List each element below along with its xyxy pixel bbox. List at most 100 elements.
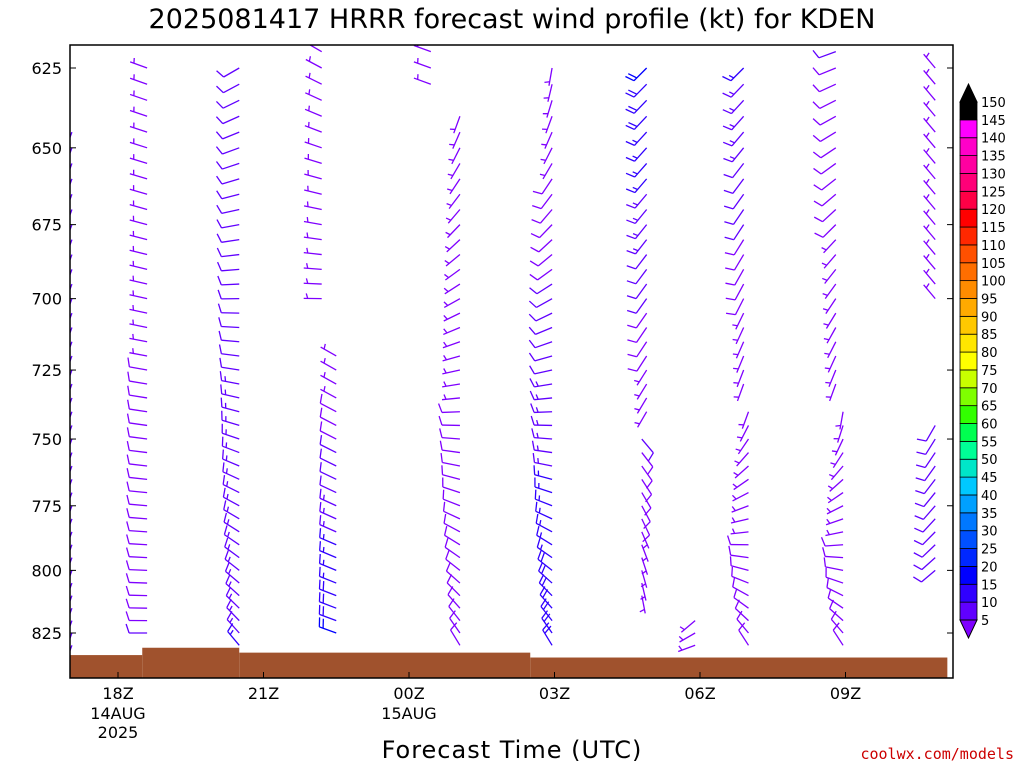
barb-shaft: [129, 141, 148, 149]
barb-half-flag: [732, 483, 738, 488]
barb-shaft: [451, 147, 461, 165]
barb-shaft: [542, 163, 553, 180]
barb-flag: [220, 384, 223, 394]
barb-half-flag: [821, 262, 827, 266]
barb-shaft: [442, 461, 461, 467]
barb-half-flag: [447, 188, 453, 192]
colorbar-label: 70: [981, 382, 998, 397]
credit-link[interactable]: coolwx.com/models: [860, 745, 1014, 763]
barb-flag: [528, 300, 537, 308]
barb-flag: [813, 200, 823, 207]
barb-shaft: [320, 388, 337, 399]
barb-half-flag: [448, 158, 454, 161]
barb-shaft: [731, 115, 745, 131]
barb-flag: [532, 190, 543, 195]
barb-shaft: [821, 178, 837, 191]
barb-shaft: [829, 608, 844, 622]
wind-barb: [70, 620, 73, 628]
wind-barb: [725, 283, 745, 301]
wind-barb: [447, 586, 461, 609]
wind-barb: [70, 570, 73, 578]
barb-shaft: [70, 632, 73, 641]
wind-barb: [729, 556, 749, 572]
barb-shaft: [641, 452, 654, 468]
wind-barb: [633, 369, 648, 386]
wind-barb: [913, 544, 936, 558]
barb-shaft: [225, 583, 240, 597]
wind-barb: [626, 224, 648, 240]
barb-flag: [531, 219, 541, 224]
barb-half-flag: [443, 355, 448, 361]
barb-shaft: [221, 366, 240, 371]
barb-shaft: [447, 224, 461, 239]
barb-shaft: [539, 209, 553, 224]
barb-shaft: [442, 498, 461, 507]
barb-flag: [626, 203, 636, 209]
wind-barb: [215, 161, 240, 170]
barb-flag: [319, 515, 322, 525]
colorbar-segment: [959, 101, 978, 121]
barb-flag: [125, 611, 130, 621]
barb-flag: [223, 500, 227, 510]
barb-flag: [738, 622, 746, 631]
wind-barb: [439, 428, 460, 440]
wind-barb: [641, 531, 650, 549]
colorbar-label: 85: [981, 328, 998, 343]
barb-flag: [216, 175, 223, 185]
y-tick-label: 800: [31, 561, 62, 580]
barb-column: [413, 45, 432, 85]
barb-flag: [218, 317, 222, 327]
barb-flag: [626, 265, 636, 270]
barb-shaft: [70, 595, 73, 603]
barb-flag: [915, 489, 925, 495]
x-tick-label: 03Z: [539, 684, 570, 703]
wind-barb: [70, 411, 73, 419]
barb-shaft: [680, 620, 696, 633]
wind-barb: [724, 239, 745, 256]
barb-half-flag: [443, 394, 447, 400]
barb-column: [913, 425, 936, 583]
barb-half-flag: [733, 367, 739, 370]
barb-flag: [542, 622, 550, 631]
wind-barb: [320, 343, 337, 357]
barb-shaft: [637, 411, 648, 428]
plot-inner: [70, 45, 948, 678]
wind-barb: [70, 341, 73, 349]
wind-barb: [442, 477, 461, 494]
wind-barb: [129, 215, 148, 226]
wind-barb: [733, 369, 745, 388]
wind-barb: [812, 49, 837, 59]
barb-shaft: [446, 570, 461, 584]
barb-flag: [540, 552, 545, 562]
wind-barb: [304, 169, 322, 180]
wind-barb: [820, 536, 844, 547]
wind-barb: [734, 452, 749, 467]
barb-flag: [127, 371, 130, 382]
wind-barb: [634, 397, 648, 414]
wind-barb: [443, 525, 461, 546]
wind-barb: [216, 219, 240, 229]
wind-barb: [725, 254, 745, 271]
barb-shaft: [320, 346, 337, 357]
wind-barb: [627, 327, 648, 344]
barb-half-flag: [925, 209, 930, 215]
wind-barb: [319, 407, 337, 427]
wind-barb: [126, 413, 148, 427]
wind-barb: [318, 566, 337, 584]
wind-barb: [731, 566, 749, 584]
wind-barb: [538, 574, 553, 597]
barb-shaft: [447, 594, 461, 609]
colorbar-segment: [959, 173, 978, 192]
wind-barb: [70, 492, 73, 500]
wind-barb: [221, 449, 240, 467]
barb-shaft: [446, 582, 461, 597]
wind-barb: [923, 268, 936, 285]
barb-shaft: [441, 411, 460, 414]
barb-flag: [319, 407, 323, 418]
barb-shaft: [319, 626, 337, 634]
wind-barb: [529, 268, 553, 281]
wind-barb: [450, 622, 461, 646]
barb-flag: [539, 586, 546, 596]
wind-barb: [914, 518, 936, 533]
wind-barb: [70, 479, 73, 487]
